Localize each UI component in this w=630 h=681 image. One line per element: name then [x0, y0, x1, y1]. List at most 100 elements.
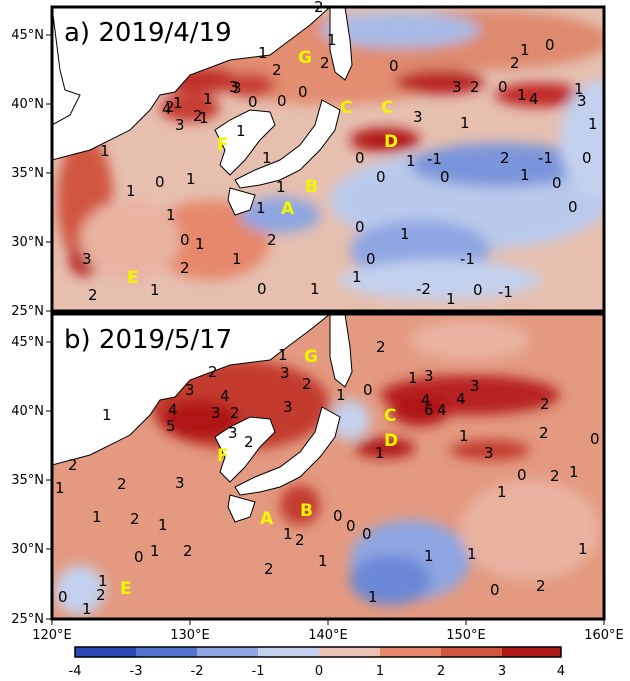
contour-label: 2	[165, 98, 175, 116]
contour-label: 1	[400, 225, 410, 243]
contour-label: 2	[264, 560, 274, 578]
contour-label: 1	[278, 346, 288, 364]
contour-label: 2	[302, 375, 312, 393]
xtick-140: 140°E	[308, 628, 348, 643]
panel-b-ytick-25: 25°N	[11, 612, 44, 627]
contour-label: -1	[427, 150, 442, 168]
x-axis: 120°E 130°E 140°E 150°E 160°E	[32, 619, 624, 643]
panel-b-ytick-40: 40°N	[11, 404, 44, 419]
contour-label: 1	[203, 90, 213, 108]
contour-label: 2	[540, 395, 550, 413]
contour-label: 2	[376, 338, 386, 356]
contour-label: 3	[211, 404, 221, 422]
contour-label: 2	[550, 467, 560, 485]
contour-label: 1	[186, 170, 196, 188]
contour-label: 1	[520, 166, 530, 184]
panel-a-title: a) 2019/4/19	[64, 18, 232, 48]
panel-a-region-g: G	[298, 48, 312, 68]
contour-label: 1	[408, 369, 418, 387]
contour-label: 4	[529, 90, 539, 108]
colorbar-tick: -3	[130, 664, 143, 679]
panel-a-ytick-45: 45°N	[11, 28, 44, 43]
contour-label: 1	[232, 250, 242, 268]
colorbar-segment	[136, 647, 197, 657]
contour-label: 1	[310, 280, 320, 298]
contour-label: 0	[333, 507, 343, 525]
contour-label: 1	[158, 516, 168, 534]
panel-a-region-b: B	[305, 177, 318, 197]
xtick-150: 150°E	[446, 628, 486, 643]
panel-a-anomaly-field	[57, 10, 604, 300]
contour-label: 0	[346, 517, 356, 535]
panel-b-ytick-45: 45°N	[11, 335, 44, 350]
panel-b-y-axis: 45°N 40°N 35°N 30°N 25°N	[11, 335, 52, 627]
xtick-130: 130°E	[170, 628, 210, 643]
xtick-120: 120°E	[32, 628, 72, 643]
panel-b-region-g: G	[304, 347, 318, 367]
contour-label: 1	[98, 572, 108, 590]
contour-label: 0	[473, 281, 483, 299]
contour-label: 1	[517, 86, 527, 104]
panel-b-region-b: B	[300, 501, 313, 521]
colorbar-segment	[75, 647, 136, 657]
panel-b-region-d: D	[384, 431, 398, 451]
colorbar: -4 -3 -2 -1 0 1 2 3 4	[69, 646, 565, 679]
contour-label: 1	[578, 540, 588, 558]
contour-label: 3	[229, 78, 239, 96]
contour-label: 1	[352, 268, 362, 286]
contour-label: 3	[413, 108, 423, 126]
contour-label: 1	[126, 182, 136, 200]
colorbar-tick: 0	[315, 664, 323, 679]
colorbar-tick: -2	[191, 664, 204, 679]
panel-a-contour-labels: 1 2 3 1 0 2 1 1 0 0 2 3 3 2 4 2 1 1 0 1 …	[82, 0, 598, 308]
colorbar-segment	[258, 647, 319, 657]
panel-b-anomaly-field	[55, 320, 600, 615]
contour-label: 1	[467, 545, 477, 563]
contour-label: 3	[577, 92, 587, 110]
contour-label: 1	[424, 547, 434, 565]
contour-label: 0	[517, 466, 527, 484]
contour-label: 1	[375, 444, 385, 462]
contour-label: 1	[368, 588, 378, 606]
contour-label: 4	[162, 100, 172, 118]
contour-label: 1	[92, 508, 102, 526]
contour-label: 1	[569, 463, 579, 481]
contour-label: 0	[498, 78, 508, 96]
contour-label: 0	[355, 218, 365, 236]
panel-a-region-e: E	[127, 268, 139, 288]
panel-a-ytick-40: 40°N	[11, 97, 44, 112]
contour-label: 2	[536, 577, 546, 595]
contour-label: -2	[416, 280, 431, 298]
contour-label: 1	[102, 406, 112, 424]
contour-label: 0	[134, 548, 144, 566]
panel-b-map	[52, 314, 604, 619]
contour-label: 0	[568, 198, 578, 216]
contour-label: 0	[590, 430, 600, 448]
contour-label: 6	[424, 401, 434, 419]
contour-label: 1	[199, 109, 209, 127]
contour-label: 1	[100, 142, 110, 160]
contour-label: 1	[82, 600, 92, 618]
colorbar-tick: -4	[69, 664, 82, 679]
contour-label: 2	[193, 107, 203, 125]
contour-label: 1	[588, 115, 598, 133]
contour-label: 3	[82, 250, 92, 268]
colorbar-segment	[197, 647, 258, 657]
contour-label: 0	[363, 381, 373, 399]
contour-label: 2	[68, 456, 78, 474]
colorbar-tick: 4	[557, 664, 565, 679]
contour-label: 0	[180, 231, 190, 249]
panel-b-region-a: A	[260, 509, 274, 529]
contour-label: 1	[276, 178, 286, 196]
xtick-160: 160°E	[584, 628, 624, 643]
contour-label: 2	[539, 424, 549, 442]
panel-a-region-f: F	[217, 135, 229, 155]
contour-label: 2	[470, 78, 480, 96]
contour-label: 0	[440, 168, 450, 186]
contour-label: 0	[257, 280, 267, 298]
colorbar-tick: 2	[437, 664, 445, 679]
contour-label: 1	[236, 122, 246, 140]
colorbar-tick: -1	[252, 664, 265, 679]
contour-label: 2	[88, 286, 98, 304]
contour-label: 0	[366, 250, 376, 268]
